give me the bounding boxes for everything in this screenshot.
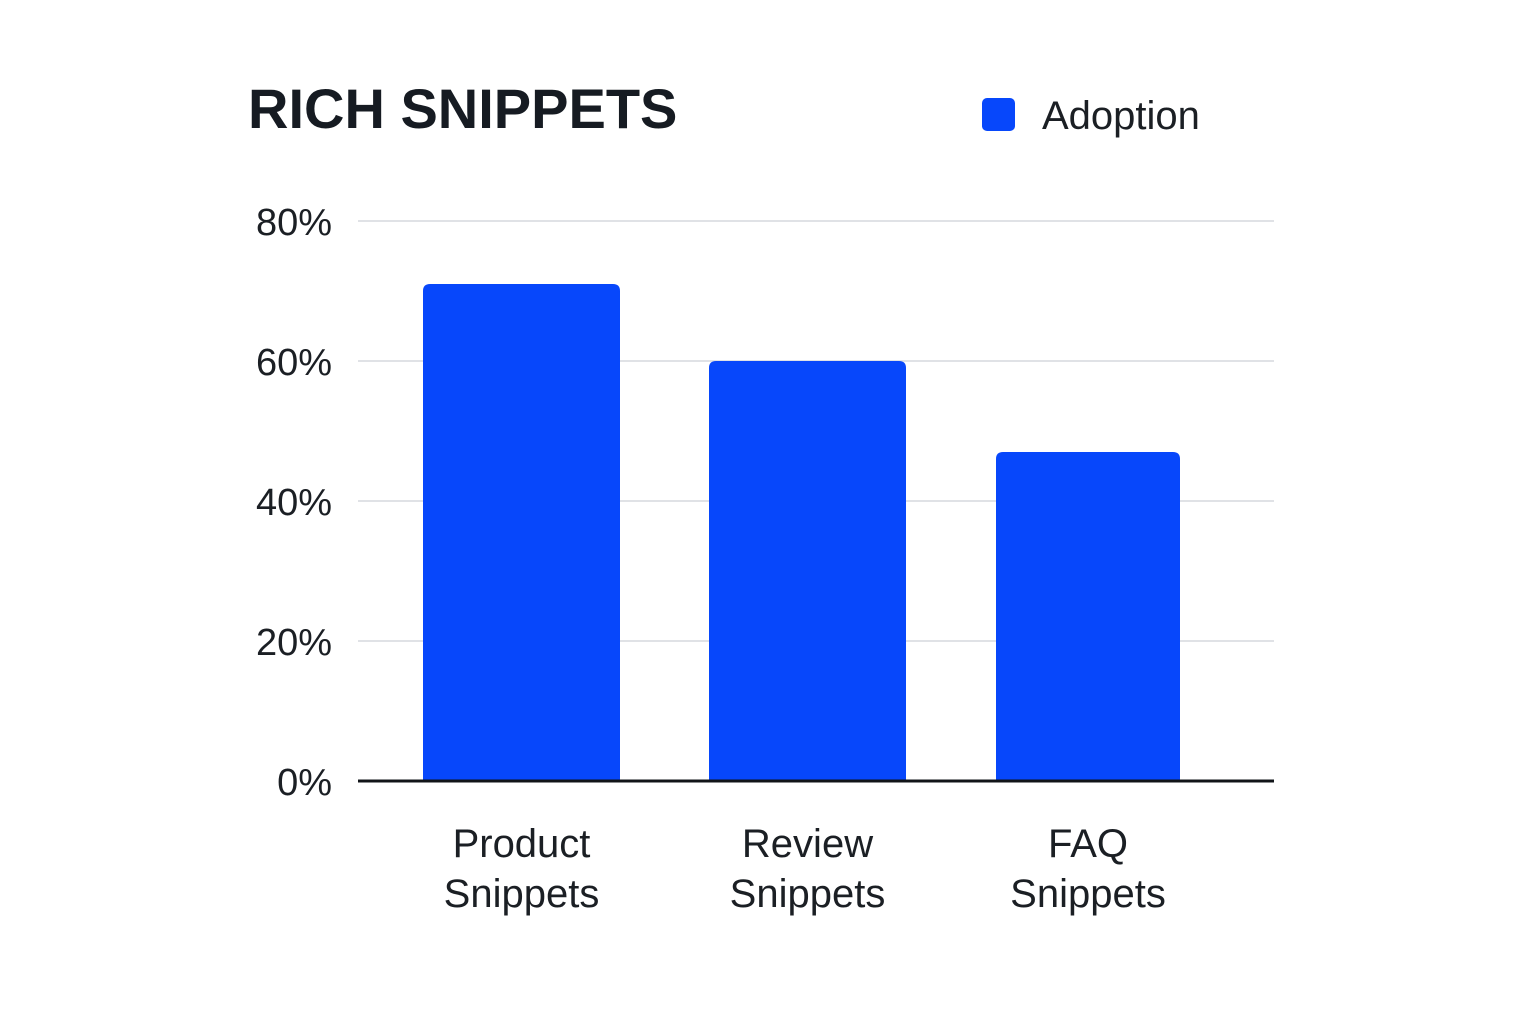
y-tick-label: 60% [256,342,332,384]
y-tick-label: 80% [256,202,332,244]
y-tick-label: 0% [277,762,332,804]
legend-swatch-adoption [982,98,1015,131]
bar-review-snippets [709,361,906,781]
bar-faq-snippets [996,452,1180,781]
legend: Adoption [982,94,1200,138]
chart-title: RICH SNIPPETS [248,77,677,140]
x-category-label: Product Snippets [444,822,600,916]
y-tick-label: 20% [256,622,332,664]
legend-label-adoption: Adoption [1042,94,1200,138]
bar-product-snippets [423,284,620,781]
x-category-label: FAQ Snippets [1010,822,1166,916]
y-tick-label: 40% [256,482,332,524]
bars [423,284,1180,781]
x-category-label: Review Snippets [730,822,886,916]
x-axis-category-labels: Product Snippets Review Snippets FAQ Snippets [444,822,1166,916]
y-axis-tick-labels: 0% 20% 40% 60% 80% [256,202,332,804]
